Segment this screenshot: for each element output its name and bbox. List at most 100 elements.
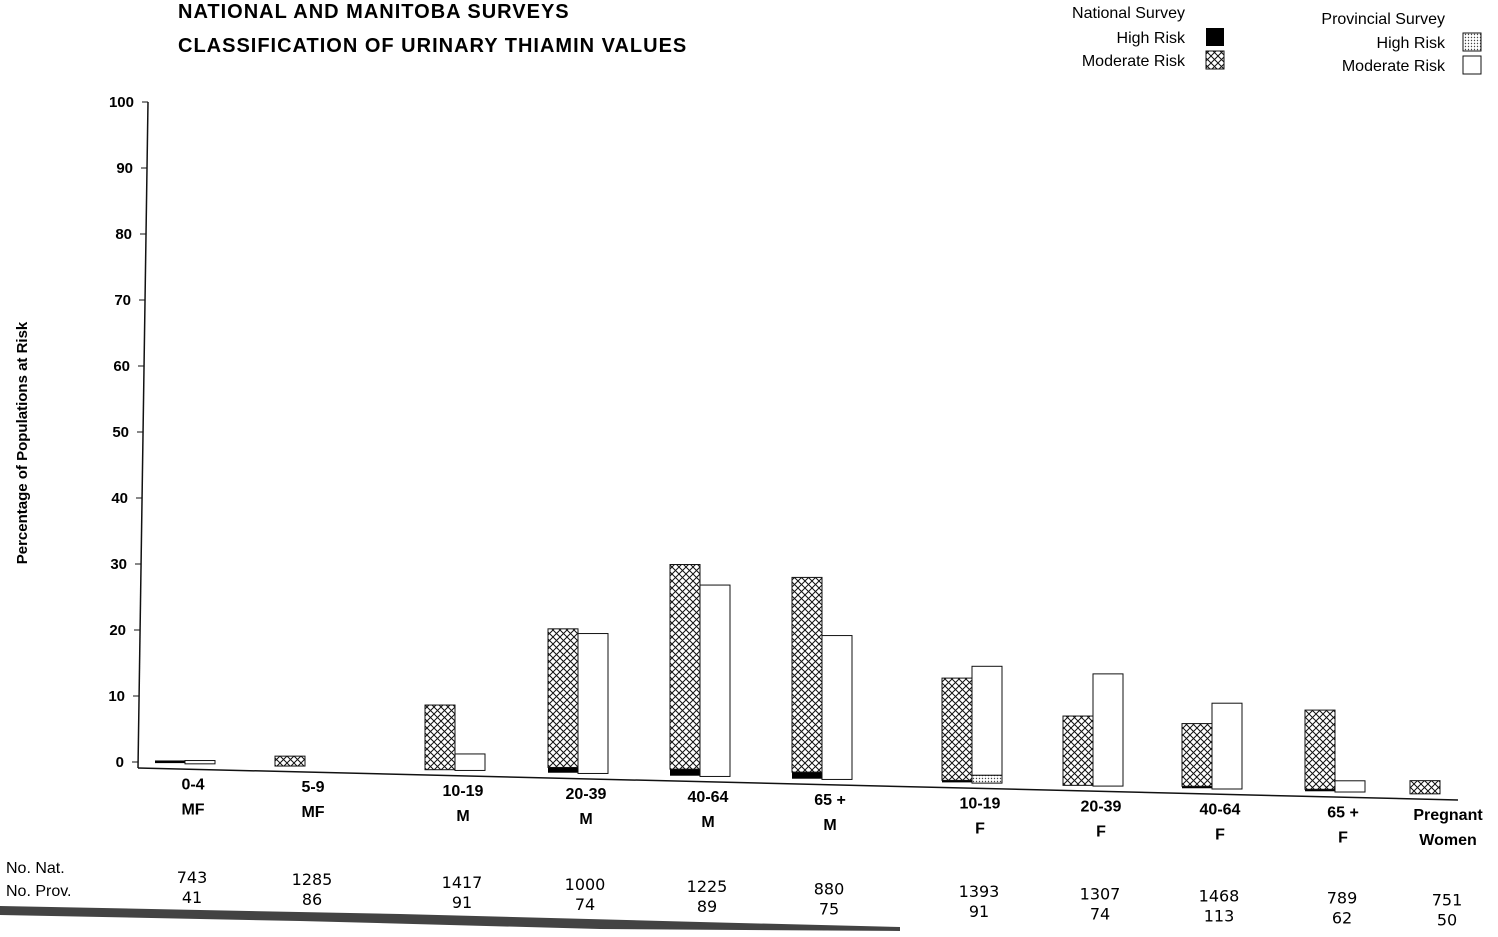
count-national: 1468 (1199, 886, 1240, 905)
bar-provincial-moderate (1092, 673, 1124, 787)
category-age-label: Pregnant (1413, 807, 1483, 824)
legend-provincial-high-label: High Risk (1377, 35, 1446, 52)
category-age-label: 65 + (814, 792, 846, 809)
legend-national-moderate-swatch (1205, 50, 1225, 70)
bar-provincial-moderate (1334, 780, 1366, 793)
bar-national-high (155, 760, 185, 764)
category-sex-label: M (456, 808, 469, 825)
bar-provincial-high (971, 774, 1003, 784)
count-provincial: 113 (1204, 906, 1235, 925)
y-tick-label: 50 (112, 424, 129, 441)
category-sex-label: F (975, 821, 985, 838)
count-national: 1307 (1080, 884, 1121, 903)
bar-provincial-moderate (699, 584, 731, 777)
y-tick-label: 40 (111, 490, 128, 507)
count-national: 1393 (959, 882, 1000, 901)
bar-national-high (670, 769, 700, 776)
bar-national-moderate (941, 677, 973, 781)
bar-provincial-moderate (821, 635, 853, 780)
count-provincial: 91 (969, 902, 989, 921)
legend-national-heading: National Survey (1072, 5, 1185, 22)
y-tick-label: 80 (115, 226, 132, 243)
category-sex-label: MF (301, 804, 324, 821)
count-provincial: 75 (819, 899, 839, 918)
y-tick-label: 10 (108, 688, 125, 705)
bars (155, 564, 1441, 795)
count-national: 1285 (292, 870, 333, 889)
y-axis-label: Percentage of Populations at Risk (14, 321, 31, 564)
bar-national-high (1305, 789, 1335, 792)
count-provincial: 74 (575, 895, 595, 914)
y-tick-label: 60 (113, 358, 130, 375)
legend-provincial-high-swatch (1462, 32, 1482, 52)
category-sex-label: MF (181, 801, 204, 818)
category-sex-label: M (579, 811, 592, 828)
bar-provincial-moderate (184, 760, 216, 765)
chart-title: NATIONAL AND MANITOBA SURVEYS (178, 1, 570, 23)
y-tick-label: 70 (114, 292, 131, 309)
category-sex-label: F (1215, 826, 1225, 843)
count-national: 751 (1432, 891, 1463, 910)
count-national: 789 (1327, 889, 1358, 908)
category-age-label: 40-64 (688, 789, 729, 806)
count-provincial: 91 (452, 893, 472, 912)
legend-provincial-moderate-swatch (1462, 55, 1482, 75)
count-provincial: 74 (1090, 904, 1110, 923)
category-sex-label: F (1096, 824, 1106, 841)
category-age-label: 20-39 (566, 786, 607, 803)
legend-national-high-label: High Risk (1117, 30, 1186, 47)
y-axis (137, 101, 149, 769)
legend-provincial-moderate-label: Moderate Risk (1342, 58, 1446, 75)
count-national: 1000 (565, 875, 606, 894)
bar-national-moderate (274, 755, 306, 767)
count-provincial: 86 (302, 890, 322, 909)
bar-provincial-moderate (454, 753, 486, 771)
bar-national-high (792, 772, 822, 779)
category-labels: 0-4 MF 5-9 MF 10-19 M 20-39 M 40-64 M 65 + M 10-19 F 2… (181, 776, 1483, 849)
y-tick-label: 100 (109, 94, 134, 111)
category-age-label: 20-39 (1081, 799, 1122, 816)
bar-provincial-moderate (577, 633, 609, 774)
legend-provincial: Provincial Survey High Risk Moderate Ris… (1321, 11, 1482, 75)
y-tick-label: 30 (110, 556, 127, 573)
y-tick-label: 0 (116, 754, 124, 771)
category-age-label: 0-4 (181, 776, 204, 793)
legend-national-high-swatch (1206, 28, 1224, 46)
bar-national-moderate (1062, 715, 1094, 786)
count-provincial: 89 (697, 897, 717, 916)
bar-national-moderate (1409, 780, 1441, 795)
category-age-label: 10-19 (443, 783, 484, 800)
bar-provincial-moderate (971, 665, 1003, 776)
count-national: 1225 (687, 877, 728, 896)
bar-national-moderate (1181, 723, 1213, 787)
category-sex-label: M (823, 817, 836, 834)
count-provincial: 50 (1437, 911, 1457, 930)
row-label-national: No. Nat. (6, 860, 65, 877)
category-age-label: 40-64 (1200, 801, 1241, 818)
count-values: 7434112858614179110007412258988075139391… (177, 868, 1463, 930)
bar-national-moderate (1304, 709, 1336, 790)
category-sex-label: Women (1419, 832, 1476, 849)
count-national: 743 (177, 868, 208, 887)
bar-provincial-moderate (1211, 702, 1243, 790)
bar-national-moderate (791, 576, 823, 773)
category-age-label: 10-19 (960, 796, 1001, 813)
y-tick-label: 20 (109, 622, 126, 639)
row-label-provincial: No. Prov. (6, 883, 72, 900)
bar-national-high (1182, 786, 1212, 789)
bar-national-high (548, 767, 578, 773)
count-provincial: 62 (1332, 909, 1352, 928)
bar-national-moderate (547, 628, 579, 768)
count-national: 1417 (442, 873, 483, 892)
scan-edge (0, 906, 900, 931)
category-sex-label: M (701, 814, 714, 831)
x-axis (137, 767, 1459, 801)
chart-subtitle: CLASSIFICATION OF URINARY THIAMIN VALUES (178, 35, 687, 57)
bar-national-moderate (424, 704, 456, 771)
category-age-label: 65 + (1327, 804, 1359, 821)
category-age-label: 5-9 (301, 779, 324, 796)
legend-provincial-heading: Provincial Survey (1321, 11, 1445, 28)
category-sex-label: F (1338, 829, 1348, 846)
y-tick-label: 90 (116, 160, 133, 177)
